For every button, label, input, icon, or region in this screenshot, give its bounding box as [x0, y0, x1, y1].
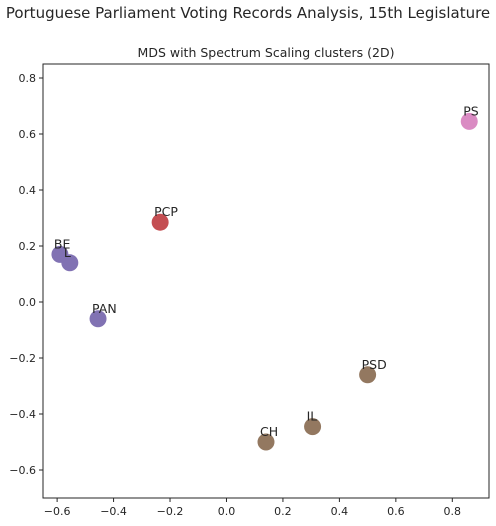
point-pcp [151, 213, 169, 231]
x-tick-label-0p4: 0.4 [331, 505, 349, 518]
x-tick-label-0p8: 0.8 [444, 505, 462, 518]
point-label-l: L [64, 245, 71, 260]
data-points [51, 112, 478, 451]
point-label-il: IL [307, 409, 318, 424]
point-il [304, 418, 322, 436]
x-tick-label-0p6: 0.6 [387, 505, 405, 518]
point-label-ch: CH [260, 424, 278, 439]
y-tick-label-0p8: 0.8 [19, 72, 37, 85]
point-psd [359, 366, 377, 384]
point-labels: PS PCP BEL PAN PSD IL CH [54, 103, 479, 439]
x-tick-label-minus-0p6: −0.6 [44, 505, 71, 518]
x-tick-label-minus-0p4: −0.4 [100, 505, 127, 518]
axis-ticks: −0.6 −0.4 −0.2 0.0 0.2 0.4 0.6 0.8 −0.6 −0.4 −0.2 0… [9, 72, 461, 518]
x-tick-label-minus-0p2: −0.2 [157, 505, 184, 518]
point-label-pan: PAN [92, 301, 117, 316]
point-pan [89, 310, 107, 328]
plot-frame [42, 63, 490, 499]
figure-suptitle: Portuguese Parliament Voting Records Ana… [5, 4, 491, 22]
y-tick-label-0p6: 0.6 [19, 128, 37, 141]
point-label-pcp: PCP [154, 204, 178, 219]
x-tick-label-zero: 0.0 [218, 505, 236, 518]
y-tick-label-0p4: 0.4 [19, 184, 37, 197]
y-tick-label-minus-0p2: −0.2 [9, 352, 36, 365]
point-label-be: BE [54, 236, 71, 251]
point-l [61, 254, 79, 272]
point-ch [257, 433, 275, 451]
chart-title: MDS with Spectrum Scaling clusters (2D) [138, 45, 395, 60]
y-tick-label-zero: 0.0 [19, 296, 37, 309]
point-label-psd: PSD [362, 357, 387, 372]
y-tick-label-minus-0p4: −0.4 [9, 408, 36, 421]
y-tick-label-minus-0p6: −0.6 [9, 464, 36, 477]
point-label-ps: PS [463, 103, 479, 118]
point-ps [460, 112, 478, 130]
y-tick-label-0p2: 0.2 [19, 240, 37, 253]
x-tick-label-0p2: 0.2 [274, 505, 292, 518]
